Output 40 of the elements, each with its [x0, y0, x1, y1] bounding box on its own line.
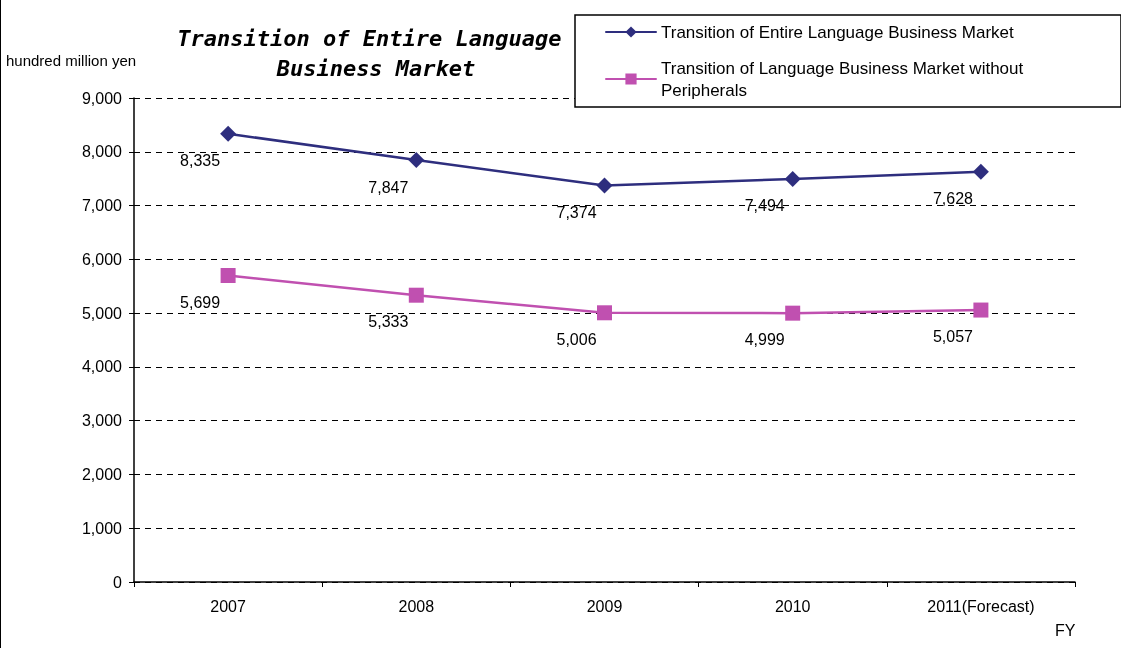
- data-label: 7,628: [932, 190, 974, 208]
- data-label: 7,494: [744, 197, 785, 215]
- point: [220, 268, 236, 284]
- y-tick-label: 7,000: [81, 197, 123, 215]
- y-tick-label: 5,000: [81, 304, 123, 322]
- x-tick-label: 2007: [210, 597, 246, 615]
- data-label: 5,333: [368, 313, 409, 331]
- y-tick-label: 4,000: [81, 358, 123, 376]
- point: [596, 177, 613, 194]
- data-label: 4,999: [744, 331, 785, 349]
- point: [784, 170, 801, 187]
- y-tick-label: 8,000: [81, 143, 123, 161]
- x-axis-title: FY: [1055, 621, 1076, 639]
- y-tick-label: 6,000: [81, 250, 123, 268]
- point: [408, 287, 424, 303]
- x-tick-label: 2008: [398, 597, 435, 615]
- x-tick-label: 2011(Forecast): [927, 597, 1035, 615]
- data-label: 8,335: [180, 152, 221, 170]
- y-tick-label: 2,000: [81, 465, 123, 483]
- y-tick-label: 9,000: [81, 89, 123, 107]
- point: [597, 305, 612, 321]
- point: [973, 302, 989, 318]
- data-label: 5,699: [180, 293, 221, 311]
- chart-title: Transition of Entire Language Business Market: [177, 25, 575, 81]
- data-label: 5,057: [932, 328, 974, 346]
- x-tick-label: 2010: [774, 597, 811, 615]
- point: [972, 163, 989, 180]
- point: [785, 305, 801, 321]
- y-tick-label: 1,000: [81, 519, 123, 537]
- y-tick-label: 0: [113, 573, 123, 591]
- point: [408, 152, 425, 169]
- data-label: 7,847: [368, 178, 409, 196]
- y-axis-title: hundred million yen: [6, 52, 137, 69]
- legend-label: Transition of Entire Language Business Market: [661, 22, 1015, 42]
- point: [220, 125, 237, 142]
- legend-label: Transition of Language Business Market without Peripherals: [661, 58, 1028, 100]
- data-label: 5,006: [556, 330, 597, 348]
- data-label: 7,374: [556, 203, 597, 221]
- x-tick-label: 2009: [586, 597, 623, 615]
- y-tick-label: 3,000: [81, 412, 123, 430]
